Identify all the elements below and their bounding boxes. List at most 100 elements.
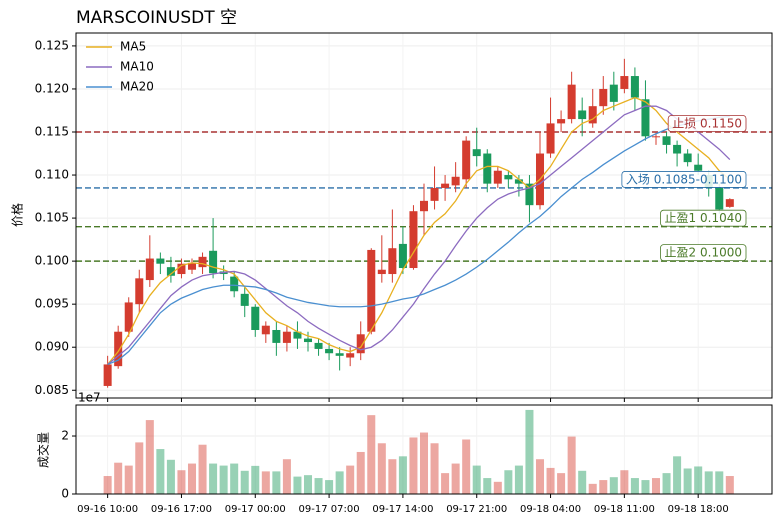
candle-body bbox=[335, 353, 344, 356]
candle-body bbox=[230, 276, 239, 292]
level-label-box bbox=[660, 244, 747, 262]
volume-bar bbox=[346, 465, 355, 494]
y-tick-label: 0.125 bbox=[35, 38, 69, 52]
candle-body bbox=[557, 119, 566, 124]
volume-bar bbox=[557, 473, 566, 494]
candle-body bbox=[630, 76, 639, 98]
candle-body bbox=[483, 153, 492, 184]
candle-body bbox=[303, 338, 313, 343]
legend-label: MA10 bbox=[120, 60, 154, 74]
ma-line bbox=[107, 96, 731, 365]
candle-body bbox=[103, 364, 112, 386]
volume-bar bbox=[388, 459, 397, 494]
candle-body bbox=[240, 293, 249, 306]
candle-body bbox=[683, 153, 692, 163]
candle-body bbox=[209, 250, 218, 274]
candle-body bbox=[641, 99, 650, 137]
volume-bar bbox=[546, 467, 555, 494]
volume-bar bbox=[493, 481, 502, 494]
volume-bar bbox=[651, 478, 661, 494]
volume-bar bbox=[504, 470, 513, 494]
x-tick-label: 09-17 21:00 bbox=[446, 504, 507, 515]
level-label: 止损 0.1150 bbox=[672, 116, 742, 130]
level-label: 止盈2 0.1000 bbox=[665, 246, 742, 260]
volume-bar bbox=[145, 420, 154, 494]
candle-body bbox=[725, 199, 734, 207]
x-tick-label: 09-18 04:00 bbox=[520, 504, 581, 515]
volume-bar bbox=[156, 449, 165, 494]
candle-body bbox=[314, 342, 323, 349]
candle-body bbox=[198, 256, 207, 268]
legend-label: MA5 bbox=[120, 40, 146, 54]
candle-body bbox=[451, 176, 460, 186]
candle-body bbox=[177, 263, 186, 275]
volume-bar bbox=[715, 471, 724, 494]
volume-bar bbox=[272, 471, 281, 494]
volume-bar bbox=[483, 478, 492, 494]
y-tick-label: 2 bbox=[61, 429, 69, 443]
volume-bar bbox=[704, 471, 713, 494]
volume-bar bbox=[662, 473, 671, 494]
y-tick-label: 0.100 bbox=[35, 254, 69, 268]
candle-body bbox=[251, 306, 260, 330]
volume-bar bbox=[240, 470, 249, 494]
volume-bar bbox=[620, 470, 629, 494]
candle-body bbox=[472, 149, 481, 157]
x-tick-label: 09-17 07:00 bbox=[299, 504, 360, 515]
volume-bar bbox=[261, 471, 270, 494]
candle-body bbox=[419, 200, 429, 212]
volume-bar bbox=[525, 409, 534, 494]
volume-bar bbox=[609, 477, 618, 494]
candle-body bbox=[261, 325, 270, 335]
volume-bar bbox=[325, 480, 334, 494]
candle-body bbox=[398, 243, 407, 269]
candle-body bbox=[599, 88, 608, 107]
volume-bar bbox=[419, 432, 429, 494]
volume-bar bbox=[219, 465, 228, 494]
level-label-box bbox=[621, 171, 747, 188]
volume-bar bbox=[377, 443, 386, 494]
volume-bar bbox=[187, 463, 197, 494]
volume-bar bbox=[567, 436, 576, 494]
candle-body bbox=[588, 106, 597, 124]
y-tick-label: 0.105 bbox=[35, 211, 69, 225]
candle-body bbox=[114, 331, 123, 367]
volume-bar bbox=[103, 476, 112, 494]
candle-body bbox=[367, 249, 376, 332]
y-tick-label: 0.090 bbox=[35, 340, 69, 354]
candle-body bbox=[135, 278, 144, 305]
candle-body bbox=[525, 183, 534, 206]
ma-line bbox=[107, 115, 730, 366]
volume-bar bbox=[673, 456, 682, 494]
volume-bar bbox=[124, 465, 133, 494]
candle-body bbox=[715, 187, 724, 210]
y-axis-label: 价格 bbox=[10, 203, 25, 227]
candle-body bbox=[578, 110, 587, 120]
volume-bar bbox=[367, 415, 376, 494]
candle-body bbox=[567, 84, 576, 120]
candle-body bbox=[124, 302, 133, 332]
volume-bar bbox=[251, 465, 260, 494]
volume-bar bbox=[588, 483, 597, 494]
level-label: 止盈1 0.1040 bbox=[665, 211, 742, 225]
x-tick-label: 09-16 10:00 bbox=[77, 504, 138, 515]
volume-bar bbox=[599, 480, 608, 494]
candle-body bbox=[651, 136, 661, 138]
level-label-box bbox=[667, 115, 747, 132]
x-tick-label: 09-17 00:00 bbox=[225, 504, 286, 515]
volume-bar bbox=[441, 473, 450, 494]
volume-bar bbox=[535, 459, 545, 494]
volume-bar bbox=[430, 443, 439, 494]
candle-body bbox=[346, 353, 355, 358]
candle-body bbox=[409, 211, 418, 269]
candle-body bbox=[272, 329, 281, 343]
volume-bar bbox=[335, 471, 344, 494]
plot-frame bbox=[75, 32, 773, 399]
volume-bar bbox=[230, 463, 239, 494]
volume-bar bbox=[578, 470, 587, 494]
volume-bar bbox=[694, 466, 703, 494]
y-tick-label: 0.120 bbox=[35, 81, 69, 95]
candle-body bbox=[293, 331, 302, 339]
volume-bar bbox=[451, 463, 460, 494]
